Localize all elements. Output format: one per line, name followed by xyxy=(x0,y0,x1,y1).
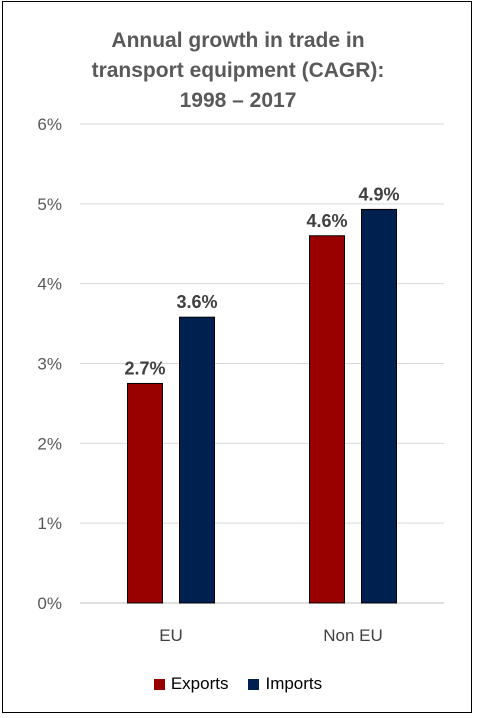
y-tick-label-0: 0% xyxy=(37,594,62,613)
legend: Exports Imports xyxy=(0,674,476,694)
data-label-exports-0: 2.7% xyxy=(124,358,165,378)
legend-item-exports: Exports xyxy=(153,674,229,694)
title-line-1: Annual growth in trade in xyxy=(111,29,365,52)
bar-imports-0 xyxy=(179,316,215,604)
data-label-exports-1: 4.6% xyxy=(306,211,347,231)
title-line-3: 1998 – 2017 xyxy=(179,89,297,112)
y-tick-label-3: 3% xyxy=(37,355,62,374)
bar-imports-1 xyxy=(361,208,397,604)
title-line-2: transport equipment (CAGR): xyxy=(91,59,385,82)
data-label-imports-1: 4.9% xyxy=(358,184,399,204)
y-tick-label-6: 6% xyxy=(37,115,62,134)
y-tick-label-1: 1% xyxy=(37,514,62,533)
data-label-imports-0: 3.6% xyxy=(176,292,217,312)
y-tick-label-2: 2% xyxy=(37,434,62,453)
legend-item-imports: Imports xyxy=(248,674,322,694)
legend-label-exports: Exports xyxy=(170,674,229,693)
y-tick-label-5: 5% xyxy=(37,195,62,214)
chart-title: Annual growth in trade in transport equi… xyxy=(0,26,476,116)
bar-exports-1 xyxy=(309,235,345,604)
legend-swatch-exports xyxy=(153,678,165,690)
bar-exports-0 xyxy=(127,382,163,604)
legend-label-imports: Imports xyxy=(265,674,323,693)
x-tick-label-0: EU xyxy=(159,626,183,645)
y-tick-label-4: 4% xyxy=(37,275,62,294)
x-tick-label-1: Non EU xyxy=(323,626,383,645)
legend-swatch-imports xyxy=(248,678,260,690)
